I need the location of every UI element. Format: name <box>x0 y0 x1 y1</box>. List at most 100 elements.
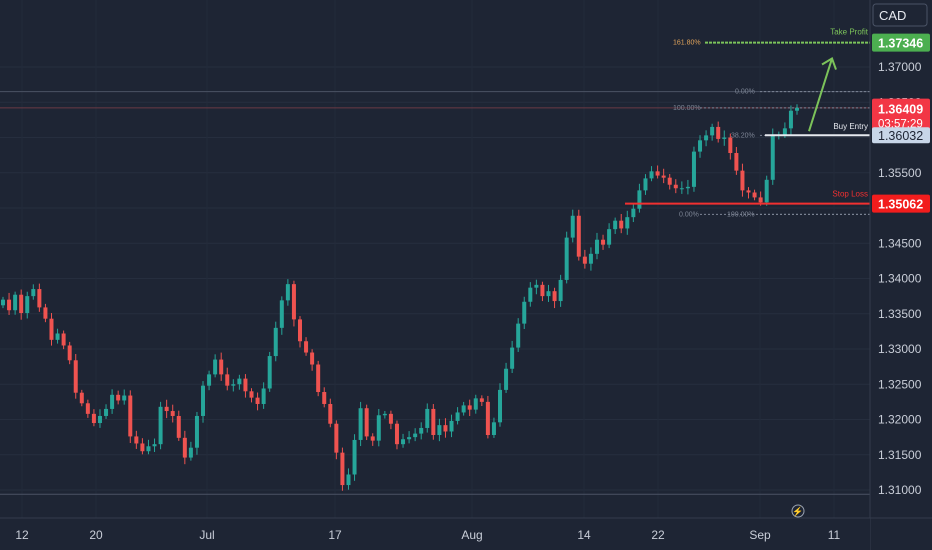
candle-body <box>152 444 157 447</box>
candle-body <box>176 415 181 438</box>
candle-body <box>352 439 357 475</box>
candle-body <box>685 186 690 189</box>
lightning-icon[interactable]: ⚡ <box>791 504 805 518</box>
candle-body <box>85 403 90 414</box>
current-price: 1.36409 <box>878 103 923 117</box>
candle-body <box>764 179 769 203</box>
candle-body <box>73 360 78 393</box>
candle-body <box>455 412 460 421</box>
candle-body <box>104 408 109 416</box>
candle-body <box>631 208 636 218</box>
candle-body <box>401 439 406 445</box>
y-tick-label: 1.31000 <box>878 483 922 497</box>
candle-body <box>388 413 393 424</box>
candle-body <box>782 128 787 135</box>
candle-body <box>716 126 721 139</box>
x-tick-label: 12 <box>15 528 29 542</box>
y-tick-label: 1.32000 <box>878 413 922 427</box>
candle-body <box>419 427 424 434</box>
candle-body <box>364 408 369 437</box>
candle-body <box>564 237 569 280</box>
candle-body <box>110 394 115 409</box>
y-tick-label: 1.34500 <box>878 236 922 250</box>
candle-body <box>437 425 442 436</box>
candle-body <box>291 284 296 320</box>
candle-body <box>31 289 36 297</box>
candle-body <box>128 395 133 437</box>
x-tick-label: 17 <box>328 528 342 542</box>
candle-body <box>37 289 42 308</box>
candle-body <box>655 171 660 176</box>
candle-body <box>49 318 54 340</box>
current-price-tag <box>872 98 930 132</box>
candle-body <box>770 134 775 180</box>
candle-body <box>43 307 48 319</box>
candle-body <box>461 405 466 413</box>
price-axis <box>870 0 932 550</box>
currency-button[interactable]: CAD <box>872 3 928 27</box>
candle-body <box>219 359 224 375</box>
candle-body <box>522 301 527 324</box>
candle-body <box>534 284 539 288</box>
candle-body <box>243 378 248 392</box>
candle-body <box>449 420 454 432</box>
candle-body <box>328 403 333 424</box>
x-tick-label: Aug <box>461 528 482 542</box>
y-tick-label: 1.31500 <box>878 448 922 462</box>
candle-body <box>340 452 345 486</box>
candle-body <box>649 171 654 179</box>
candle-body <box>734 153 739 171</box>
candle-body <box>661 175 666 178</box>
candle-body <box>310 352 315 365</box>
candle-body <box>582 256 587 264</box>
candle-body <box>698 140 703 152</box>
candle-body <box>407 437 412 440</box>
candle-body <box>7 299 12 311</box>
candle-body <box>443 425 448 432</box>
trade-levels: 161.80% Take Profit Buy Entry Stop Loss <box>625 28 870 205</box>
candle-body <box>643 178 648 191</box>
candle-body <box>758 197 763 203</box>
fib-left-label: 0.00% <box>679 211 699 218</box>
candle-body <box>237 378 242 385</box>
candle-body <box>322 392 327 404</box>
svg-text:⚡: ⚡ <box>792 506 803 518</box>
take-profit-price-tag <box>872 33 930 52</box>
candle-body <box>134 436 139 444</box>
candle-body <box>346 474 351 486</box>
currency-label: CAD <box>879 8 906 23</box>
candle-body <box>473 398 478 410</box>
stop-loss-label: Stop Loss <box>832 190 868 199</box>
candle-body <box>552 291 557 302</box>
candle-body <box>146 446 151 452</box>
candle-body <box>752 192 757 198</box>
candle-body <box>255 397 260 404</box>
fib-right-label: 38.20% <box>731 132 755 139</box>
candle-body <box>207 374 212 386</box>
candle-body <box>498 389 503 423</box>
candle-body <box>316 364 321 393</box>
candle-body <box>382 413 387 416</box>
candle-body <box>795 107 799 111</box>
candle-body <box>61 333 66 346</box>
y-tick-label: 1.33000 <box>878 342 922 356</box>
candle-body <box>576 215 581 257</box>
candle-body <box>558 279 563 302</box>
candle-body <box>588 253 593 264</box>
candle-body <box>570 215 575 238</box>
candle-body <box>594 239 599 254</box>
candle-body <box>467 405 472 410</box>
x-tick-label: Sep <box>749 528 771 542</box>
candle-body <box>370 436 375 441</box>
candle-body <box>679 188 684 190</box>
candle-body <box>304 341 309 353</box>
candle-body <box>1 299 5 306</box>
candle-body <box>394 423 399 445</box>
candle-body <box>607 229 612 245</box>
candle-body <box>528 287 533 302</box>
gridlines <box>0 0 870 518</box>
candle-body <box>619 220 624 229</box>
x-tick-label: Jul <box>199 528 214 542</box>
candle-body <box>140 443 145 452</box>
candle-body <box>479 398 484 402</box>
